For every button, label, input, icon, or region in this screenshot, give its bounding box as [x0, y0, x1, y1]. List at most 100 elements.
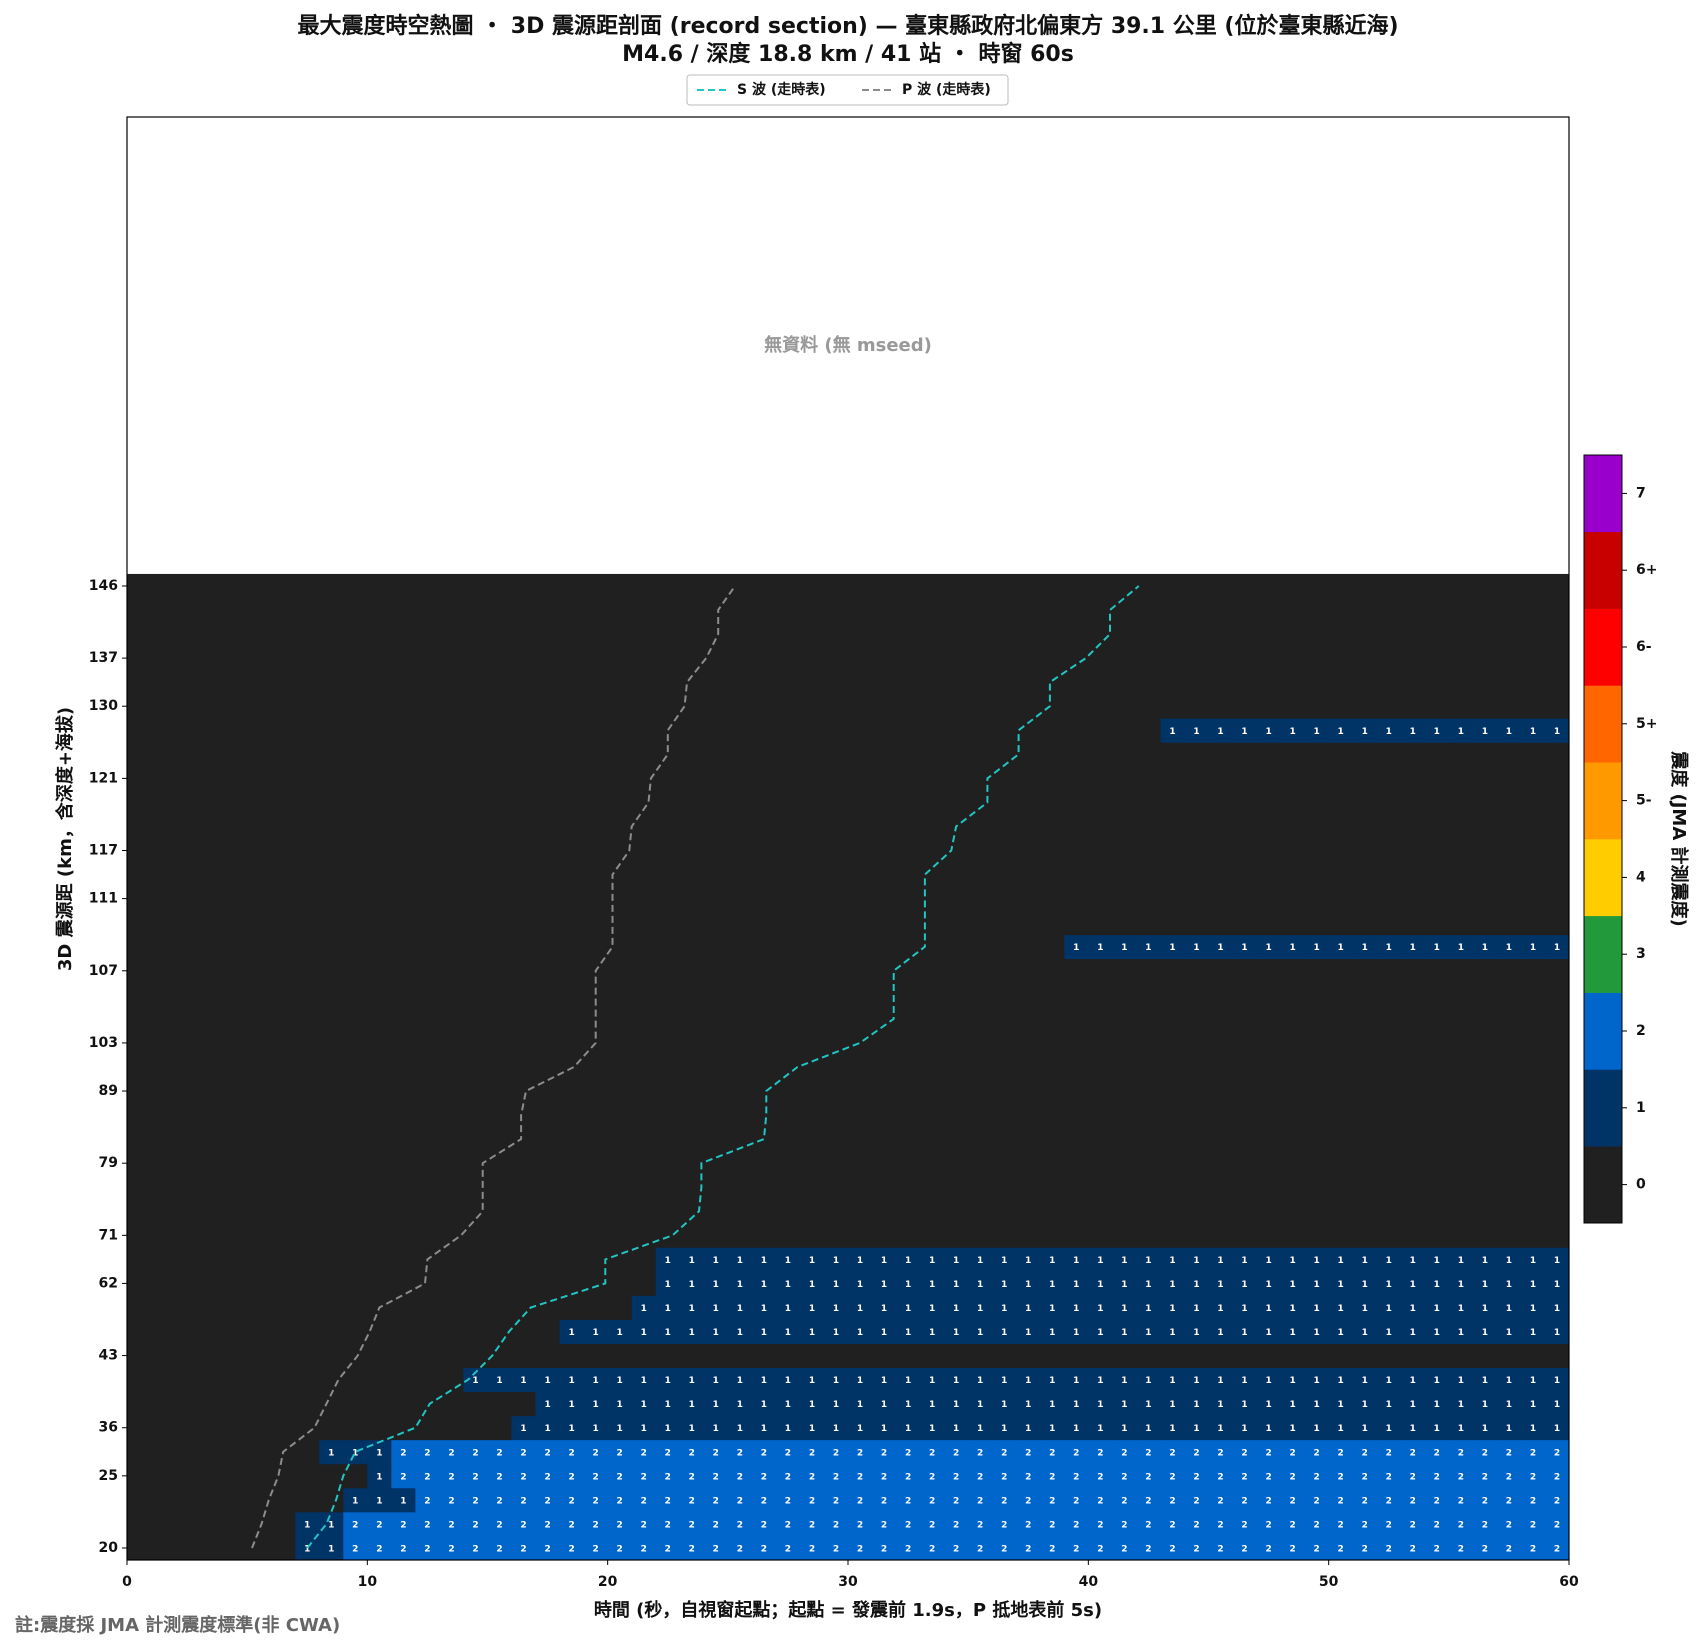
heatmap-cell — [319, 1030, 344, 1056]
heatmap-cell — [127, 862, 152, 887]
heatmap-cell — [775, 670, 801, 695]
heatmap-cell — [992, 838, 1017, 863]
cell-label: 1 — [737, 1400, 743, 1410]
heatmap-cell — [391, 886, 416, 912]
heatmap-cell — [1328, 1487, 1354, 1513]
heatmap-cell — [920, 766, 945, 791]
colorbar-tick-label: 7 — [1636, 485, 1646, 501]
heatmap-cell — [271, 862, 296, 887]
heatmap-cell — [199, 1103, 224, 1128]
heatmap-cell — [968, 1271, 993, 1296]
heatmap-cell — [1040, 646, 1065, 671]
heatmap-cell — [511, 934, 536, 960]
cell-label: 1 — [1434, 1328, 1440, 1338]
heatmap-cell — [127, 718, 152, 743]
heatmap-cell — [1520, 790, 1546, 815]
heatmap-cell — [247, 1079, 272, 1104]
heatmap-cell — [1520, 1079, 1546, 1104]
heatmap-cell — [223, 1079, 248, 1104]
cell-label: 2 — [1289, 1496, 1295, 1506]
heatmap-cell — [535, 1103, 560, 1128]
heatmap-cell — [1160, 934, 1185, 960]
heatmap-cell — [607, 1511, 633, 1537]
heatmap-cell — [848, 1391, 873, 1417]
y-tick-label: 107 — [89, 963, 118, 979]
heatmap-cell — [944, 622, 969, 647]
cell-label: 1 — [1289, 1376, 1295, 1386]
colorbar-tick-label: 6- — [1636, 639, 1652, 655]
heatmap-cell — [583, 1223, 609, 1248]
heatmap-cell — [1064, 742, 1089, 767]
cell-label: 2 — [1049, 1496, 1055, 1506]
heatmap-cell — [775, 694, 801, 719]
heatmap-cell — [631, 1151, 657, 1176]
heatmap-cell — [799, 958, 825, 984]
heatmap-cell — [1160, 1247, 1185, 1272]
heatmap-cell — [992, 1271, 1017, 1296]
heatmap-cell — [391, 598, 416, 623]
cell-label: 2 — [1386, 1520, 1392, 1530]
heatmap-cell — [151, 573, 176, 599]
heatmap-cell — [775, 1319, 801, 1344]
heatmap-cell — [703, 982, 729, 1008]
heatmap-cell — [1112, 1199, 1137, 1224]
heatmap-cell — [1088, 1079, 1113, 1104]
heatmap-cell — [1232, 1175, 1257, 1200]
heatmap-cell — [1448, 646, 1474, 671]
heatmap-cell — [655, 694, 681, 719]
heatmap-cell — [1112, 646, 1137, 671]
heatmap-cell — [751, 1319, 777, 1344]
cell-label: 2 — [809, 1544, 815, 1554]
heatmap-cell — [151, 814, 176, 839]
heatmap-cell — [751, 598, 777, 623]
heatmap-cell — [127, 790, 152, 815]
heatmap-cell — [295, 1319, 320, 1344]
heatmap-cell — [247, 670, 272, 695]
heatmap-cell — [319, 1006, 344, 1032]
heatmap-cell — [607, 934, 633, 960]
cell-label: 1 — [1265, 1328, 1271, 1338]
heatmap-cell — [631, 1199, 657, 1224]
heatmap-cell — [1448, 1175, 1474, 1200]
cell-label: 1 — [1554, 943, 1560, 953]
cell-label: 1 — [1506, 1400, 1512, 1410]
cell-label: 2 — [593, 1496, 599, 1506]
heatmap-cell — [799, 1151, 825, 1176]
heatmap-cell — [703, 910, 729, 936]
heatmap-cell — [199, 958, 224, 984]
heatmap-cell — [775, 910, 801, 936]
cell-label: 1 — [857, 1400, 863, 1410]
heatmap-cell — [727, 646, 753, 671]
heatmap-cell — [1304, 1319, 1330, 1344]
heatmap-cell — [1184, 1439, 1209, 1465]
heatmap-cell — [127, 1343, 152, 1368]
heatmap-cell — [127, 1319, 152, 1344]
cell-label: 1 — [761, 1376, 767, 1386]
heatmap-cell — [1520, 1054, 1546, 1080]
heatmap-cell — [872, 742, 897, 767]
heatmap-cell — [968, 934, 993, 960]
heatmap-cell — [1520, 598, 1546, 623]
heatmap-cell — [439, 1223, 464, 1248]
heatmap-cell — [992, 886, 1017, 912]
heatmap-cell — [920, 1535, 945, 1561]
heatmap-cell — [799, 1247, 825, 1272]
heatmap-cell — [247, 1199, 272, 1224]
heatmap-cell — [655, 1030, 681, 1056]
heatmap-cell — [367, 1247, 392, 1272]
heatmap-cell — [295, 718, 320, 743]
cell-label: 2 — [1265, 1544, 1271, 1554]
heatmap-cell — [655, 646, 681, 671]
heatmap-cell — [703, 718, 729, 743]
heatmap-cell — [631, 1439, 657, 1465]
heatmap-cell — [1280, 1391, 1306, 1417]
heatmap-cell — [199, 646, 224, 671]
heatmap-cell — [127, 886, 152, 912]
cell-label: 1 — [1145, 1400, 1151, 1410]
heatmap-cell — [944, 1247, 969, 1272]
heatmap-cell — [1136, 1151, 1161, 1176]
heatmap-cell — [872, 766, 897, 791]
heatmap-cell — [391, 670, 416, 695]
heatmap-cell — [1304, 1343, 1330, 1368]
cell-label: 2 — [641, 1472, 647, 1482]
